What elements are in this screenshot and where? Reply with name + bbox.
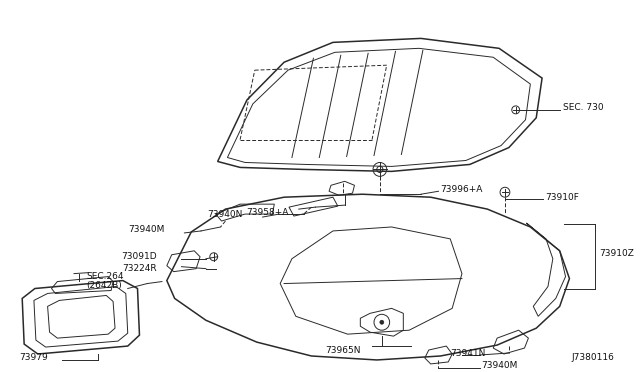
Text: (2642B): (2642B) (86, 281, 122, 290)
Text: 73940M: 73940M (129, 225, 165, 234)
Text: 73910Z: 73910Z (599, 249, 634, 258)
Text: 73941N: 73941N (450, 349, 486, 357)
Text: 73224R: 73224R (122, 264, 157, 273)
Text: 73958+A: 73958+A (246, 208, 289, 217)
Text: 73979: 73979 (19, 353, 47, 362)
Text: 73910F: 73910F (545, 193, 579, 202)
Text: J7380116: J7380116 (572, 353, 614, 362)
Circle shape (380, 320, 384, 324)
Text: SEC. 730: SEC. 730 (563, 103, 604, 112)
Text: 73996+A: 73996+A (440, 185, 483, 194)
Text: 73091D: 73091D (122, 252, 157, 261)
Text: SEC.264: SEC.264 (86, 272, 124, 281)
Text: 73965N: 73965N (325, 346, 360, 355)
Text: 73940M: 73940M (481, 362, 518, 371)
Text: 73940N: 73940N (207, 209, 243, 219)
